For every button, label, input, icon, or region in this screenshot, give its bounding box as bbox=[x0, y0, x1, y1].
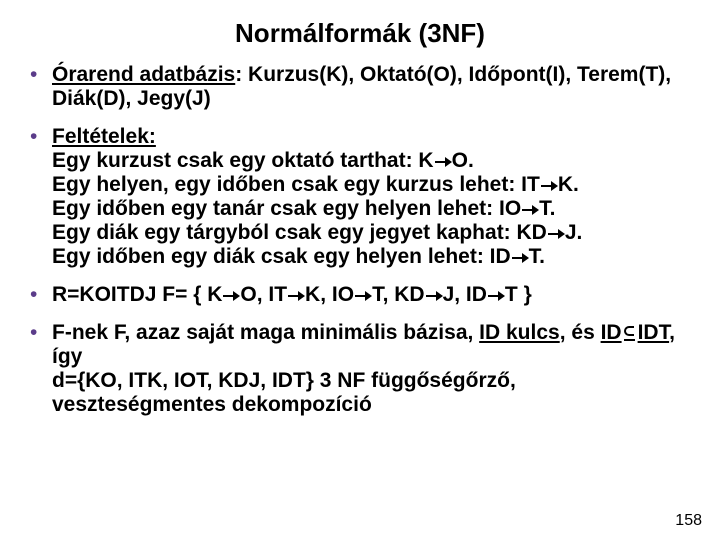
list-item: R=KOITDJ F= { K O, IT K, IO T, KD J, ID T } bbox=[30, 283, 690, 307]
bullet-list: Órarend adatbázis: Kurzus(K), Oktató(O),… bbox=[30, 63, 690, 417]
list-item: F-nek F, azaz saját maga minimális bázis… bbox=[30, 321, 690, 417]
arrow-icon bbox=[547, 228, 565, 240]
text-run: Egy diák egy tárgyból csak egy jegyet ka… bbox=[52, 221, 547, 244]
text-run: T, KD bbox=[372, 283, 425, 306]
line: Egy kurzust csak egy oktató tarthat: K O. bbox=[52, 149, 690, 173]
arrow-icon bbox=[425, 290, 443, 302]
text-run: d={KO, ITK, IOT, KDJ, IDT} 3 NF függőség… bbox=[52, 369, 516, 416]
line: Feltételek: bbox=[52, 125, 690, 149]
text-run: Egy időben egy diák csak egy helyen lehe… bbox=[52, 245, 511, 268]
text-run: F-nek F, azaz saját maga minimális bázis… bbox=[52, 321, 479, 344]
text-run: Egy kurzust csak egy oktató tarthat: K bbox=[52, 149, 434, 172]
text-run: T. bbox=[529, 245, 545, 268]
line: Egy diák egy tárgyból csak egy jegyet ka… bbox=[52, 221, 690, 245]
line: Egy időben egy tanár csak egy helyen leh… bbox=[52, 197, 690, 221]
subset-icon bbox=[623, 326, 637, 342]
text-run: ID bbox=[601, 321, 622, 344]
slide: Normálformák (3NF) Órarend adatbázis: Ku… bbox=[0, 0, 720, 540]
list-item: Feltételek:Egy kurzust csak egy oktató t… bbox=[30, 125, 690, 269]
arrow-icon bbox=[434, 156, 452, 168]
arrow-icon bbox=[540, 180, 558, 192]
arrow-icon bbox=[521, 204, 539, 216]
line: F-nek F, azaz saját maga minimális bázis… bbox=[52, 321, 690, 369]
arrow-icon bbox=[511, 252, 529, 264]
text-run: J, ID bbox=[443, 283, 487, 306]
list-item: Órarend adatbázis: Kurzus(K), Oktató(O),… bbox=[30, 63, 690, 111]
text-run: ID kulcs bbox=[479, 321, 560, 344]
line: Egy időben egy diák csak egy helyen lehe… bbox=[52, 245, 690, 269]
arrow-icon bbox=[354, 290, 372, 302]
arrow-icon bbox=[222, 290, 240, 302]
text-run: K, IO bbox=[305, 283, 354, 306]
text-run: R=KOITDJ F= { K bbox=[52, 283, 222, 306]
text-run: , és bbox=[560, 321, 601, 344]
line: d={KO, ITK, IOT, KDJ, IDT} 3 NF függőség… bbox=[52, 369, 690, 417]
text-run: Egy helyen, egy időben csak egy kurzus l… bbox=[52, 173, 540, 196]
line: Egy helyen, egy időben csak egy kurzus l… bbox=[52, 173, 690, 197]
text-run: T } bbox=[505, 283, 532, 306]
page-number: 158 bbox=[675, 512, 702, 530]
arrow-icon bbox=[487, 290, 505, 302]
text-run: O. bbox=[452, 149, 474, 172]
text-run: Egy időben egy tanár csak egy helyen leh… bbox=[52, 197, 521, 220]
text-run: Órarend adatbázis bbox=[52, 63, 235, 86]
text-run: Feltételek: bbox=[52, 125, 156, 148]
text-run: IDT bbox=[638, 321, 670, 344]
text-run: O, IT bbox=[240, 283, 287, 306]
text-run: K. bbox=[558, 173, 579, 196]
text-run: T. bbox=[539, 197, 555, 220]
text-run: J. bbox=[565, 221, 583, 244]
arrow-icon bbox=[287, 290, 305, 302]
slide-title: Normálformák (3NF) bbox=[30, 18, 690, 49]
